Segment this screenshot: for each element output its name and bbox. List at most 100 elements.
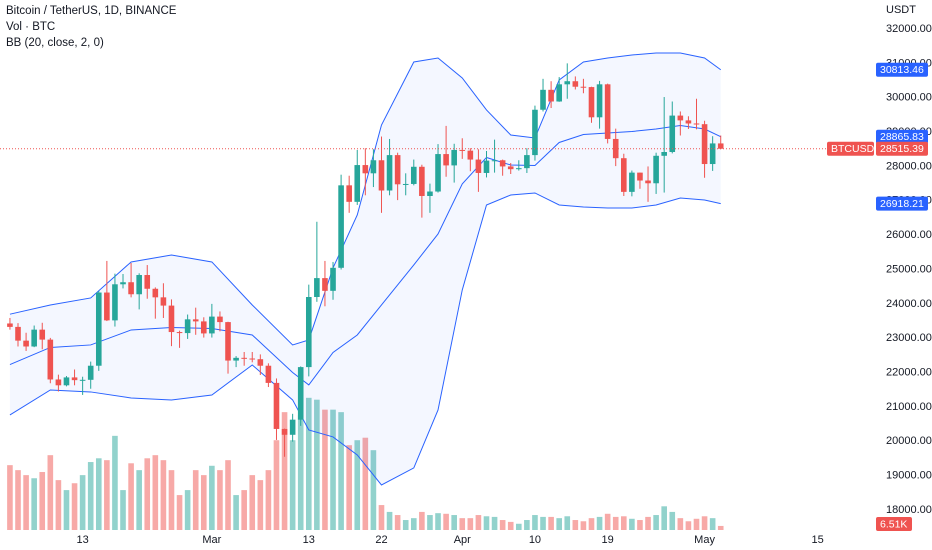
volume-bar: [87, 462, 94, 530]
volume-label-bg: [876, 517, 912, 531]
candle-body: [475, 159, 482, 173]
candle-body: [629, 172, 635, 192]
y-tick-label: 26000.00: [886, 229, 932, 241]
volume-bar: [71, 483, 78, 530]
volume-bar: [176, 495, 183, 530]
symbol-label: BTCUSDT: [831, 143, 881, 155]
volume-bar: [112, 435, 118, 530]
volume-bar: [192, 470, 199, 530]
volume-bar: [661, 506, 667, 530]
candle-body: [31, 329, 37, 347]
y-tick-label: 28000.00: [886, 160, 932, 172]
candle-body: [572, 81, 579, 87]
candle-body: [540, 89, 546, 110]
volume-bar: [23, 475, 29, 530]
candle-body: [87, 365, 94, 380]
volume-bar: [685, 521, 692, 530]
volume-bar: [209, 465, 215, 530]
candle-body: [112, 284, 118, 321]
volume-bar: [612, 516, 619, 530]
volume-bar: [459, 518, 466, 530]
volume-bar: [483, 516, 490, 530]
candle-body: [281, 428, 288, 435]
volume-bar: [467, 518, 474, 530]
volume-bar: [701, 516, 708, 530]
volume-bar: [330, 409, 336, 530]
y-tick-label: 23000.00: [886, 332, 932, 344]
bb-lower-line: [9, 192, 721, 486]
candle-body: [225, 322, 231, 361]
volume-bar: [225, 460, 231, 530]
candle-body: [556, 84, 562, 102]
x-tick-label: 15: [812, 534, 824, 546]
volume-bar: [273, 440, 280, 530]
candle-body: [419, 166, 425, 196]
y-tick-label: 30000.00: [886, 92, 932, 104]
volume-bar: [322, 409, 328, 530]
volume-bar: [120, 490, 126, 530]
candle-body: [128, 282, 134, 295]
volume-bar: [580, 521, 587, 530]
volume-bar: [200, 475, 207, 530]
volume-bar: [136, 470, 142, 530]
volume-bar: [184, 490, 191, 530]
volume-bar: [305, 397, 312, 530]
volume-bar: [677, 518, 684, 530]
volume-bar: [354, 440, 361, 530]
candle-body: [637, 172, 643, 181]
candle-body: [491, 160, 498, 162]
volume-bar: [491, 516, 498, 530]
volume-bar: [281, 412, 288, 530]
x-tick-label: 13: [77, 534, 89, 546]
x-tick-label: May: [694, 534, 715, 546]
volume-legend: Vol · BTC: [6, 21, 55, 33]
candle-body: [427, 191, 433, 196]
bb-lower-label: 26918.21: [880, 198, 924, 210]
candle-body: [532, 109, 538, 156]
candle-body: [314, 278, 320, 298]
volume-bar: [104, 460, 110, 530]
x-tick-label: 19: [602, 534, 614, 546]
candle-body: [620, 158, 627, 192]
x-tick-label: Mar: [202, 534, 221, 546]
candle-body: [120, 282, 126, 285]
y-tick-label: 21000.00: [886, 401, 932, 413]
candle-body: [580, 86, 587, 88]
candle-body: [515, 168, 522, 170]
candle-body: [709, 143, 716, 165]
bb-middle-label: 28865.83: [880, 131, 924, 143]
y-tick-label: 25000.00: [886, 263, 932, 275]
chart-title: Bitcoin / TetherUS, 1D, BINANCE: [6, 5, 177, 17]
y-tick-label: 32000.00: [886, 23, 932, 35]
volume-bar: [241, 490, 247, 530]
candle-body: [677, 115, 684, 121]
bb-lower-label-bg: [876, 196, 928, 211]
volume-bar: [645, 516, 651, 530]
candle-body: [273, 382, 280, 429]
volume-bar: [370, 450, 377, 530]
volume-bar: [289, 440, 296, 530]
x-tick-label: Apr: [454, 534, 471, 546]
volume-bar: [144, 458, 151, 530]
candle-body: [685, 120, 692, 124]
candle-body: [241, 357, 247, 359]
candle-body: [104, 292, 110, 321]
candle-body: [233, 357, 239, 361]
candle-body: [467, 150, 474, 160]
y-tick-label: 24000.00: [886, 298, 932, 310]
volume-bar: [152, 455, 159, 530]
y-tick-label: 20000.00: [886, 435, 932, 447]
candle-body: [152, 288, 159, 298]
candle-body: [23, 340, 29, 347]
volume-bar: [386, 511, 393, 530]
volume-bar: [540, 516, 546, 530]
candle-body: [289, 419, 296, 435]
candle-body: [435, 154, 441, 192]
volume-bar: [297, 415, 304, 530]
volume-bar: [637, 520, 643, 530]
volume-bar: [588, 518, 595, 530]
volume-bar: [709, 518, 716, 530]
candle-body: [200, 321, 207, 334]
candle-body: [645, 180, 651, 184]
